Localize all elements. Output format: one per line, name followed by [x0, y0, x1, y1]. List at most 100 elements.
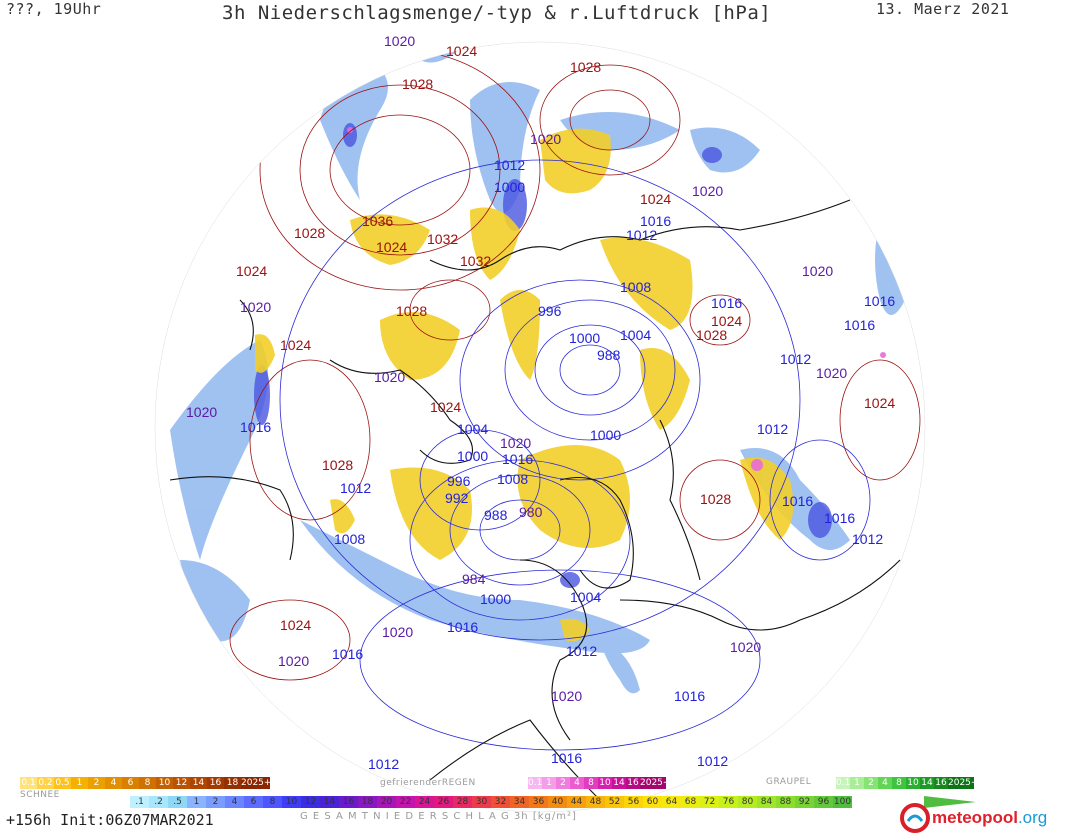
- freezing_rain-legend-swatch: 14: [612, 777, 626, 789]
- header-left: ???, 19Uhr: [6, 0, 102, 18]
- isobar-label: 1020: [384, 33, 416, 49]
- freezing_rain-legend-swatch: 2025+: [640, 777, 666, 789]
- isobar-label: 984: [462, 571, 486, 587]
- total-legend-swatch: 16: [339, 796, 358, 808]
- graupel-legend-swatch: 2025+: [948, 777, 974, 789]
- total-legend-swatch: 10: [282, 796, 301, 808]
- isobar-label: 1008: [620, 279, 652, 295]
- isobar-label: 1028: [570, 59, 602, 75]
- total-legend-swatch: 100: [833, 796, 852, 808]
- graupel-legend-swatch: 4: [878, 777, 892, 789]
- graupel-legend-swatch: 0.1: [836, 777, 850, 789]
- total-legend-swatch: 22: [396, 796, 415, 808]
- snow-legend-swatch: 2025+: [241, 777, 270, 789]
- isobar-label: 1036: [362, 213, 394, 229]
- graupel-legend-swatch: 2: [864, 777, 878, 789]
- total-legend-swatch: .2: [149, 796, 168, 808]
- isobar-label: 1028: [700, 491, 732, 507]
- total-legend-swatch: 44: [567, 796, 586, 808]
- snow-legend-swatch: 14: [190, 777, 207, 789]
- total-legend-swatch: 52: [605, 796, 624, 808]
- isobar-label: 1004: [570, 589, 602, 605]
- logo-text: meteopool: [932, 808, 1018, 827]
- total-legend-swatch: 34: [510, 796, 529, 808]
- graupel-legend-swatch: 10: [906, 777, 920, 789]
- total-precip-legend: .1.2.5 1 2 4 6 8 10 12 14 16 18 20 22 24 26 28 30 32 34 36 4…: [130, 796, 852, 808]
- total-legend-swatch: 30: [472, 796, 491, 808]
- graupel-legend-title: GRAUPEL: [766, 777, 812, 787]
- snow-legend-title: SCHNEE: [20, 790, 60, 800]
- isobar-label: 1012: [368, 756, 400, 772]
- total-legend-swatch: 60: [643, 796, 662, 808]
- map-boundary: [154, 41, 926, 813]
- isobar-label: 980: [519, 504, 543, 520]
- isobar-label: 1020: [816, 365, 848, 381]
- isobars-low: [279, 159, 871, 751]
- isobar-label: 1016: [447, 619, 479, 635]
- valid-date: 13. Maerz 2021: [876, 0, 1010, 18]
- isobar-label: 1024: [430, 399, 462, 415]
- total-legend-swatch: 1: [187, 796, 206, 808]
- isobar-label: 1028: [396, 303, 428, 319]
- isobar-label: 1012: [340, 480, 372, 496]
- snow-legend-swatch: 8: [139, 777, 156, 789]
- meteopool-logo[interactable]: meteopool .org: [900, 803, 1047, 833]
- snow-legend-swatch: 16: [207, 777, 224, 789]
- isobar-label: 988: [597, 347, 621, 363]
- isobar-label: 1028: [294, 225, 326, 241]
- isobar-label: 1004: [620, 327, 652, 343]
- map-title: 3h Niederschlagsmenge/-typ & r.Luftdruck…: [222, 2, 772, 24]
- snow-legend-swatch: 18: [224, 777, 241, 789]
- isobar-label: 1020: [802, 263, 834, 279]
- isobar-label: 1028: [402, 76, 434, 92]
- snow-legend-swatch: 12: [173, 777, 190, 789]
- isobar-label: 1020: [240, 299, 272, 315]
- total-legend-swatch: 14: [320, 796, 339, 808]
- graupel-legend-swatch: 1: [850, 777, 864, 789]
- total-legend-swatch: 6: [244, 796, 263, 808]
- total-legend-swatch: 84: [757, 796, 776, 808]
- freezing_rain-legend-swatch: 2: [556, 777, 570, 789]
- isobar-label: 1020: [692, 183, 724, 199]
- total-legend-swatch: 76: [719, 796, 738, 808]
- snow-legend-swatch: 4: [105, 777, 122, 789]
- isobar-label: 996: [538, 303, 562, 319]
- total-legend-swatch: 40: [548, 796, 567, 808]
- isobar-label: 1004: [457, 421, 489, 437]
- freezing_rain-legend-swatch: 10: [598, 777, 612, 789]
- logo-tld: .org: [1017, 808, 1048, 827]
- snow-legend-swatch: 2: [88, 777, 105, 789]
- isobar-label: 1000: [569, 330, 601, 346]
- isobar-label: 1016: [640, 213, 672, 229]
- total-legend-swatch: 64: [662, 796, 681, 808]
- graupel-legend-swatch: 14: [920, 777, 934, 789]
- isobar-label: 1012: [852, 531, 884, 547]
- total-legend-swatch: 20: [377, 796, 396, 808]
- total-legend-swatch: 36: [529, 796, 548, 808]
- isobar-label: 1016: [674, 688, 706, 704]
- isobar-label: 1012: [757, 421, 789, 437]
- isobar-label: 1024: [640, 191, 672, 207]
- freezing_rain-legend-swatch: 1: [542, 777, 556, 789]
- isobar-label: 1020: [382, 624, 414, 640]
- isobar-label: 1024: [280, 617, 312, 633]
- graupel-legend-swatch: 16: [934, 777, 948, 789]
- isobar-label: 1012: [626, 227, 658, 243]
- total-legend-swatch: .1: [130, 796, 149, 808]
- isobar-label: 1028: [322, 457, 354, 473]
- isobar-label: 1016: [332, 646, 364, 662]
- isobar-label: 1016: [502, 451, 534, 467]
- freezing_rain-legend-swatch: 4: [570, 777, 584, 789]
- isobar-label: 1020: [730, 639, 762, 655]
- isobar-label: 1016: [240, 419, 272, 435]
- isobar-label: 1024: [864, 395, 896, 411]
- isobar-label: 1032: [460, 253, 492, 269]
- total-legend-swatch: 56: [624, 796, 643, 808]
- total-legend-swatch: 28: [453, 796, 472, 808]
- freezing-rain-legend-title: gefrierenderREGEN: [380, 778, 476, 788]
- isobar-label: 1000: [590, 427, 622, 443]
- isobar-label: 1016: [551, 750, 583, 766]
- total-legend-swatch: 96: [814, 796, 833, 808]
- total-legend-swatch: 80: [738, 796, 757, 808]
